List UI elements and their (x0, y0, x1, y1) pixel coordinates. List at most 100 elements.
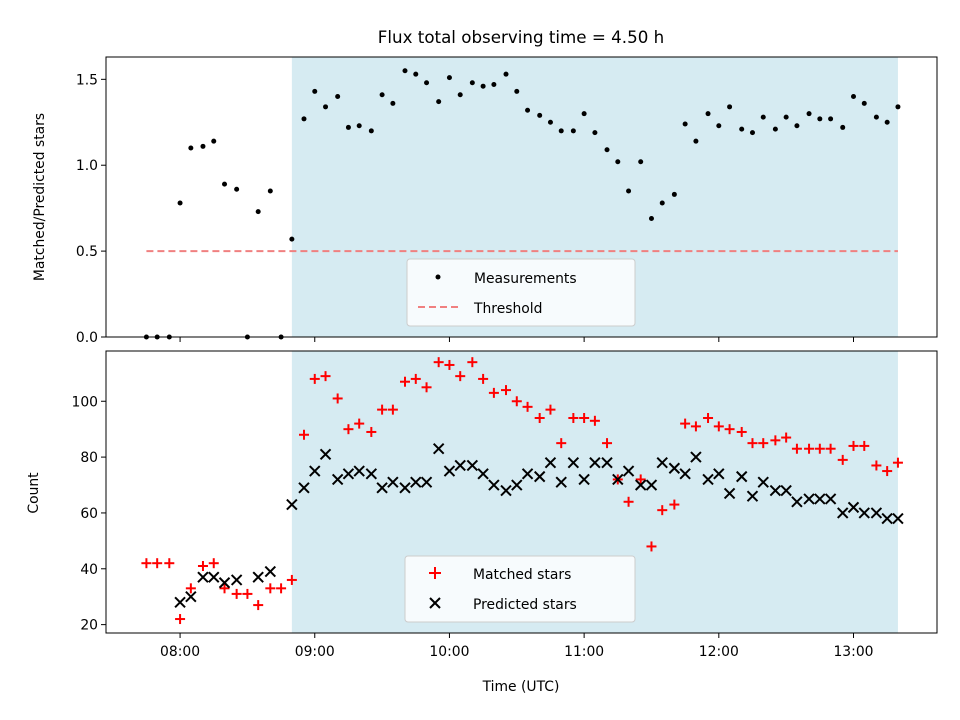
matched-star-point (501, 385, 512, 396)
bottom-xtick-label: 13:00 (833, 644, 873, 660)
predicted-star-point (208, 571, 220, 583)
matched-star-point (804, 443, 815, 454)
matched-star-point (219, 583, 230, 594)
predicted-star-point (365, 468, 378, 480)
matched-star-point (781, 432, 792, 443)
predicted-star-point (645, 479, 658, 491)
matched-star-point (265, 583, 276, 594)
matched-star-point (433, 357, 444, 368)
matched-star-point (736, 426, 747, 437)
predicted-star-point (331, 473, 344, 486)
predicted-star-point (353, 465, 365, 477)
top-ytick-label: 0.0 (76, 330, 98, 346)
bottom-y-ticks: 20 40 60 80 100 (71, 394, 106, 634)
matched-star-point (758, 438, 769, 449)
matched-star-point (377, 404, 388, 415)
measurement-point (289, 236, 295, 242)
measurement-point (312, 88, 318, 94)
measurement-point (626, 188, 632, 194)
predicted-star-point (218, 577, 231, 589)
measurement-point (547, 119, 553, 125)
measurement-point (469, 80, 475, 86)
matched-star-point (657, 505, 668, 516)
matched-star-point (534, 413, 545, 424)
legend-predicted-marker (429, 597, 441, 609)
top-ytick-label: 1.0 (76, 158, 98, 174)
measurement-point (638, 159, 644, 165)
predicted-star-point (286, 498, 298, 511)
predicted-star-point (432, 443, 445, 455)
predicted-star-point (264, 565, 277, 578)
predicted-star-point (723, 487, 736, 500)
bottom-xtick-label: 10:00 (429, 644, 469, 660)
matched-star-point (747, 438, 758, 449)
matched-star-point (724, 424, 735, 435)
legend-matched-marker (429, 567, 441, 579)
matched-star-point (298, 429, 309, 440)
predicted-star-point (309, 465, 321, 477)
bottom-panel: 20 40 60 80 100 08:00 09:00 10:00 11:00 12:00 13:… (26, 350, 938, 695)
measurement-point (648, 215, 654, 221)
predicted-star-point (892, 512, 904, 525)
predicted-star-point (555, 476, 567, 488)
measurement-point (772, 126, 778, 132)
predicted-star-point (342, 468, 355, 480)
matched-star-point (669, 499, 680, 510)
predicted-star-point (668, 462, 681, 474)
matched-star-point (545, 404, 556, 415)
predicted-star-point (713, 468, 725, 480)
measurement-point (424, 80, 430, 86)
matched-star-point (589, 415, 600, 426)
bottom-xtick-label: 08:00 (160, 644, 200, 660)
measurement-point (840, 124, 846, 130)
matched-star-point (623, 496, 634, 507)
measurement-point (525, 107, 531, 113)
measurement-point (558, 128, 564, 134)
predicted-star-point (791, 496, 803, 508)
measurement-point (794, 123, 800, 129)
predicted-star-point (197, 571, 209, 583)
matched-star-point (556, 438, 567, 449)
top-axes-frame (105, 56, 938, 338)
matched-star-point (320, 371, 331, 382)
top-legend-box (406, 258, 636, 327)
predicted-star-point (174, 596, 186, 608)
matched-star-point (343, 424, 354, 435)
predicted-star-point (612, 473, 624, 486)
predicted-star-point (578, 473, 590, 486)
matched-star-point (152, 558, 163, 569)
matched-star-point (467, 357, 478, 368)
matched-star-point (387, 404, 398, 415)
bottom-legend-box (404, 555, 636, 623)
measurement-point (659, 200, 665, 206)
matched-star-point (253, 600, 264, 611)
predicted-star-point (870, 507, 883, 519)
measurement-point (323, 104, 329, 110)
measurement-point (255, 209, 261, 215)
chart-title: Flux total observing time = 4.50 h (378, 27, 664, 47)
measurement-point (682, 121, 688, 127)
predicted-star-point (746, 490, 759, 502)
predicted-star-point (533, 470, 546, 483)
matched-star-point (231, 588, 242, 599)
predicted-star-point (656, 456, 668, 469)
measurement-point (514, 88, 520, 94)
predicted-star-point (589, 456, 601, 469)
bottom-xtick-label: 09:00 (295, 644, 335, 660)
bottom-axes-frame (105, 350, 938, 634)
top-ytick-label: 0.5 (76, 244, 98, 260)
matched-star-point (511, 396, 522, 407)
matched-star-point (837, 454, 848, 465)
matched-star-point (602, 438, 613, 449)
matched-star-point (814, 443, 825, 454)
measurement-point (457, 92, 463, 98)
matched-star-point (332, 393, 343, 404)
measurement-point (390, 100, 396, 106)
matched-star-point (242, 588, 253, 599)
predicted-star-point (298, 482, 310, 494)
measurement-point (267, 188, 273, 194)
measurement-point (873, 114, 879, 120)
matched-star-point (791, 443, 802, 454)
top-legend: Measurements Threshold (406, 258, 636, 327)
matched-star-point (892, 457, 903, 468)
